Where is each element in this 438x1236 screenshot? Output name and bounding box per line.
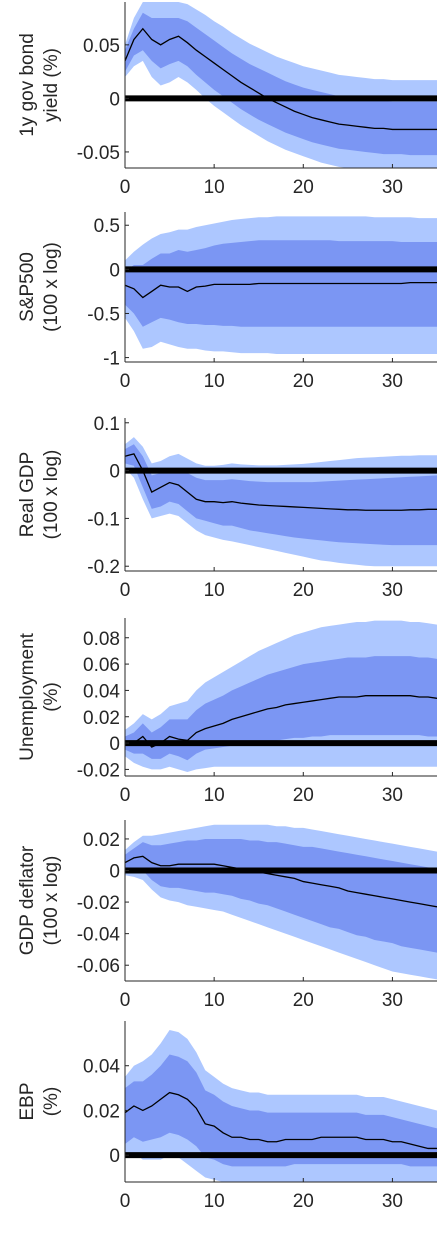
panel-6: 0 10 20 30 0 0.02 0.04 EBP (%)	[17, 1021, 437, 1212]
x-tick-label: 30	[382, 785, 403, 806]
y-tick-label: 0	[109, 1146, 120, 1167]
y-tick-label: -0.02	[77, 760, 120, 781]
y-tick-label: -1	[103, 349, 120, 370]
panel-4: 0 10 20 30-0.0200.020.040.060.08Unemploymen…	[17, 618, 437, 806]
median-response-line	[125, 27, 437, 131]
x-tick-label: 30	[382, 371, 403, 392]
y-axis-label-line: 1y gov bond	[17, 33, 38, 137]
y-tick-label: -0.2	[87, 557, 120, 578]
x-tick-label: 0	[120, 785, 131, 806]
x-tick-label: 10	[204, 990, 225, 1011]
plot-area	[125, 1029, 437, 1182]
y-tick-label: 0.5	[94, 216, 120, 237]
inner-confidence-band	[125, 838, 437, 953]
y-tick-label: 0.02	[83, 1101, 120, 1122]
y-axis-label: 1y gov bond yield (%)	[17, 33, 62, 137]
x-tick-label: 20	[293, 580, 314, 601]
y-axis-label-line: Real GDP	[17, 452, 38, 538]
median-response-line	[125, 281, 437, 299]
x-tick-label: 10	[204, 785, 225, 806]
x-tick-label: 20	[293, 177, 314, 198]
x-tick-label: 0	[120, 580, 131, 601]
x-tick-label: 0	[120, 1191, 131, 1212]
y-axis-label-line: (100 x log)	[41, 856, 62, 946]
plot-area	[125, 216, 437, 355]
y-axis-label: Real GDP (100 x log)	[17, 450, 62, 540]
y-tick-label: 0	[109, 734, 120, 755]
x-tick-label: 30	[382, 1191, 403, 1212]
y-tick-label: 0	[109, 260, 120, 281]
x-tick-label: 0	[120, 990, 131, 1011]
y-axis-label-line: EBP	[17, 1082, 38, 1120]
y-tick-label: 0.05	[83, 36, 120, 57]
plot-area	[125, 2, 437, 168]
median-response-line	[125, 453, 437, 511]
y-tick-label: -0.02	[77, 893, 120, 914]
y-tick-label: -0.1	[87, 509, 120, 530]
y-tick-label: 0	[109, 89, 120, 110]
x-tick-label: 20	[293, 1191, 314, 1212]
y-tick-label: 0	[109, 462, 120, 483]
panel-3: 0 10 20 30 -0.2 -0.1 0 0.1 Real GDP (100 x log)	[17, 414, 437, 601]
x-tick-label: 0	[120, 177, 131, 198]
inner-confidence-band	[125, 444, 437, 546]
x-tick-label: 20	[293, 785, 314, 806]
panel-5: 0 10 20 30 -0.06 -0.04 -0.02 0 0.02 GDP deflator(…	[17, 820, 437, 1011]
y-axis-label-line: (100 x log)	[41, 450, 62, 540]
y-tick-label: 0.06	[83, 655, 120, 676]
y-tick-label: -0.5	[87, 304, 120, 325]
y-axis-label: S&P500 (100 x log)	[17, 242, 62, 332]
y-tick-label: -0.05	[77, 143, 120, 164]
plot-area	[125, 620, 437, 773]
panel-2: 0 10 20 30 -1 -0.5 0 0.5 S&P500 (100 x log)	[17, 212, 437, 392]
y-axis-label: GDP deflator (100 x log)	[17, 845, 62, 955]
y-axis-label-line: S&P500	[17, 252, 38, 322]
x-tick-label: 20	[293, 990, 314, 1011]
x-tick-label: 10	[204, 1191, 225, 1212]
x-tick-label: 30	[382, 177, 403, 198]
y-axis-label-line: Unemployment	[17, 632, 38, 760]
median-response-line	[125, 1091, 437, 1150]
y-tick-label: -0.06	[77, 956, 120, 977]
x-tick-label: 30	[382, 990, 403, 1011]
median-response-line	[125, 695, 437, 748]
y-axis-label: EBP (%)	[17, 1082, 62, 1120]
y-tick-label: 0.08	[83, 629, 120, 650]
y-tick-label: 0.02	[83, 708, 120, 729]
x-tick-label: 10	[204, 177, 225, 198]
x-tick-label: 10	[204, 371, 225, 392]
x-tick-label: 0	[120, 371, 131, 392]
y-axis-label-line: (%)	[41, 682, 62, 712]
x-tick-label: 30	[382, 580, 403, 601]
y-axis-label-line: yield (%)	[41, 48, 62, 122]
median-response-line	[125, 855, 437, 908]
y-tick-label: 0.1	[94, 414, 120, 435]
x-tick-label: 20	[293, 371, 314, 392]
y-tick-label: 0.04	[83, 1057, 120, 1078]
x-tick-label: 10	[204, 580, 225, 601]
inner-confidence-band	[125, 656, 437, 761]
y-tick-label: 0	[109, 862, 120, 883]
plot-area	[125, 824, 437, 980]
y-axis-label: Unemployment (%)	[17, 632, 62, 760]
y-tick-label: 0.04	[83, 681, 120, 702]
y-axis-label-line: (100 x log)	[41, 242, 62, 332]
plot-area	[125, 437, 437, 567]
y-tick-label: 0.02	[83, 830, 120, 851]
inner-confidence-band	[125, 12, 437, 156]
y-axis-label-line: (%)	[41, 1087, 62, 1117]
y-tick-label: -0.04	[77, 925, 121, 946]
y-axis-label-line: GDP deflator	[17, 845, 38, 955]
